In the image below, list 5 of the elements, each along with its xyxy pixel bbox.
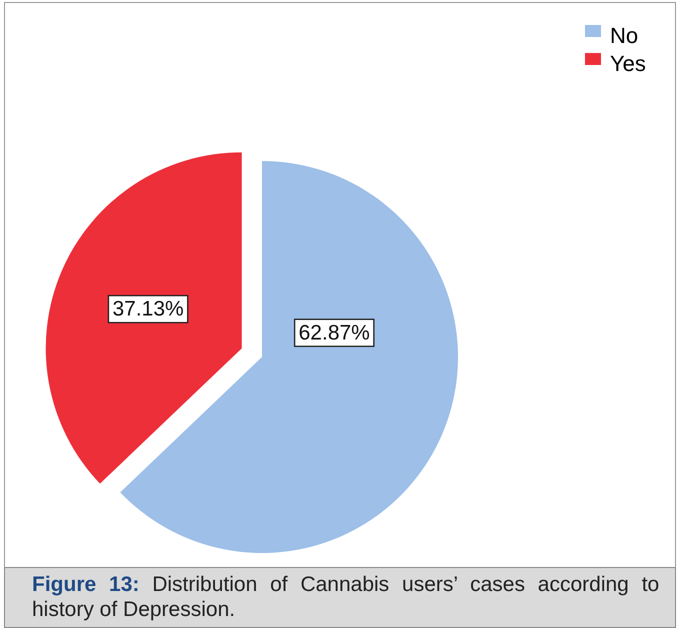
data-label: 37.13% — [112, 298, 184, 321]
data-label: 62.87% — [298, 321, 370, 344]
legend-label: No — [610, 23, 638, 48]
caption: Figure 13: Distribution of Cannabis users’ cases according to history of Depression. — [32, 572, 660, 622]
legend-label: Yes — [610, 51, 646, 76]
